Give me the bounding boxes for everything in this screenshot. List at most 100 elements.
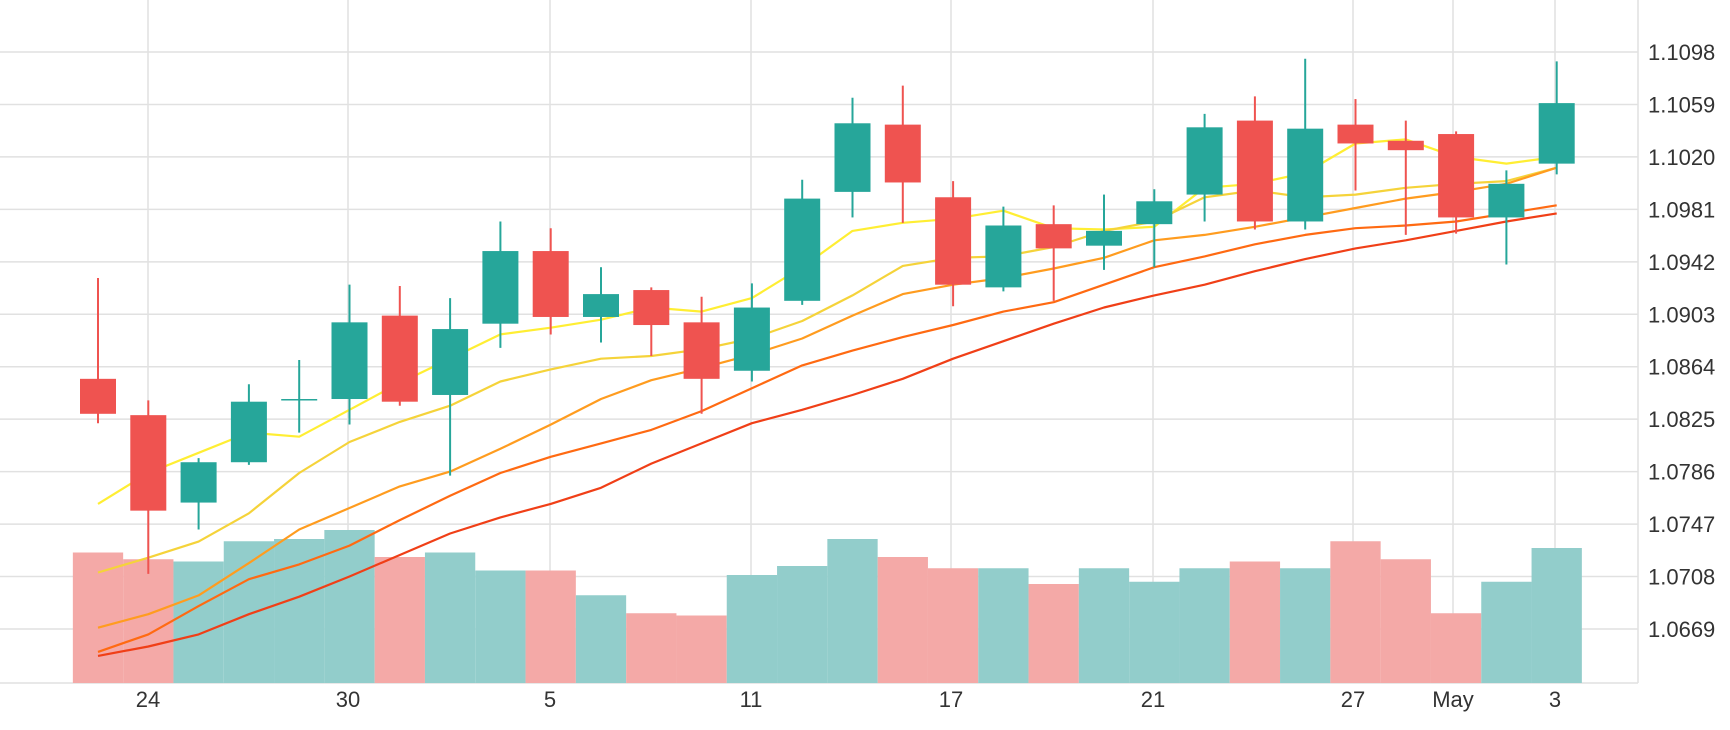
y-tick-label: 1.0942 <box>1648 250 1715 275</box>
candle <box>1186 113 1223 222</box>
volume-bar <box>1380 559 1431 683</box>
candle-body <box>532 251 569 317</box>
candle <box>1236 96 1273 230</box>
candle <box>230 384 267 465</box>
volume-bar <box>424 552 476 683</box>
candle <box>1337 99 1374 191</box>
candle-body <box>834 123 871 192</box>
y-axis-labels: 1.1098 1.1059 1.1020 1.0981 1.0942 1.0903 1.08… <box>1648 40 1715 642</box>
moving-average-line <box>97 204 1557 653</box>
candle-body <box>281 399 318 401</box>
volume-bar <box>626 613 677 683</box>
candle-body <box>80 378 116 414</box>
volume-bar <box>1028 584 1079 683</box>
candle <box>985 206 1022 292</box>
candle-body <box>1438 134 1475 218</box>
y-tick-label: 1.0864 <box>1648 355 1715 380</box>
y-tick-label: 1.0825 <box>1648 407 1715 432</box>
y-tick-label: 1.0747 <box>1648 512 1715 537</box>
candle <box>1488 170 1525 265</box>
moving-average-line <box>97 138 1557 505</box>
volume-bar <box>324 530 375 683</box>
x-axis-labels: 24 30 5 11 17 21 27 May 3 <box>136 687 1561 712</box>
volume-bar <box>1481 581 1532 683</box>
volume-bar <box>927 568 979 683</box>
candle-body <box>1035 224 1072 249</box>
volume-bar <box>274 539 325 683</box>
y-tick-label: 1.0786 <box>1648 460 1715 485</box>
candle-body <box>1387 140 1424 151</box>
candle-body <box>633 290 670 326</box>
candle-body <box>1538 103 1575 164</box>
volume-bar <box>173 561 224 683</box>
volume-bar <box>525 570 576 683</box>
candle <box>784 179 821 305</box>
candle <box>381 286 418 406</box>
candle-body <box>1488 183 1525 218</box>
candle <box>1035 205 1072 301</box>
candle <box>884 85 921 223</box>
candle-body <box>230 401 267 463</box>
volume-bar <box>777 566 828 683</box>
candle-body <box>1186 127 1223 195</box>
volume-bar <box>475 570 526 683</box>
volume-bar <box>1078 568 1130 683</box>
volume-bar <box>676 615 727 683</box>
y-tick-label: 1.0669 <box>1648 617 1715 642</box>
y-tick-label: 1.1020 <box>1648 145 1715 170</box>
candle <box>683 296 720 414</box>
volume-bar <box>1229 561 1281 683</box>
candle <box>130 400 167 574</box>
candle <box>1136 189 1173 268</box>
volume-bar <box>223 541 275 683</box>
candle-body <box>583 294 619 317</box>
x-tick-label: 21 <box>1141 687 1165 712</box>
volume-bar <box>726 575 778 683</box>
candle <box>733 283 770 382</box>
candle <box>1287 58 1324 230</box>
x-tick-label: 3 <box>1549 687 1561 712</box>
candle-body <box>180 462 217 503</box>
volume-bar <box>1531 548 1582 683</box>
candle-body <box>482 251 519 324</box>
candle <box>1086 194 1122 270</box>
candle <box>583 267 619 343</box>
volume-bar <box>1330 541 1381 683</box>
x-tick-label: 5 <box>544 687 556 712</box>
candle <box>1438 131 1475 234</box>
x-tick-label: 30 <box>336 687 360 712</box>
candle <box>834 97 871 218</box>
moving-average-line <box>97 166 1557 574</box>
candle <box>1387 120 1424 235</box>
volume-bar <box>72 552 124 683</box>
y-tick-label: 1.0903 <box>1648 302 1715 327</box>
volume-bar <box>123 559 174 683</box>
volume-bar <box>1179 568 1230 683</box>
volume-bar <box>1280 568 1331 683</box>
candle <box>281 360 318 433</box>
volume-bar <box>575 595 627 683</box>
candle <box>80 277 116 424</box>
candle <box>432 298 469 476</box>
volume-bar <box>1129 581 1180 683</box>
volume-bars <box>72 530 1582 683</box>
candle-body <box>733 307 770 371</box>
y-tick-label: 1.1059 <box>1648 92 1715 117</box>
candle-body <box>381 315 418 402</box>
candle-body <box>130 415 167 511</box>
candle-body <box>1287 128 1324 222</box>
candles <box>80 58 1575 574</box>
candle <box>1538 61 1575 175</box>
x-tick-label: 24 <box>136 687 160 712</box>
volume-bar <box>1430 613 1482 683</box>
candle <box>180 458 217 530</box>
candle <box>633 287 670 356</box>
candle-body <box>432 329 469 395</box>
x-tick-label: 17 <box>939 687 963 712</box>
y-tick-label: 1.0981 <box>1648 197 1715 222</box>
candle-body <box>1337 124 1374 144</box>
candle <box>331 284 368 425</box>
y-tick-label: 1.1098 <box>1648 40 1715 65</box>
